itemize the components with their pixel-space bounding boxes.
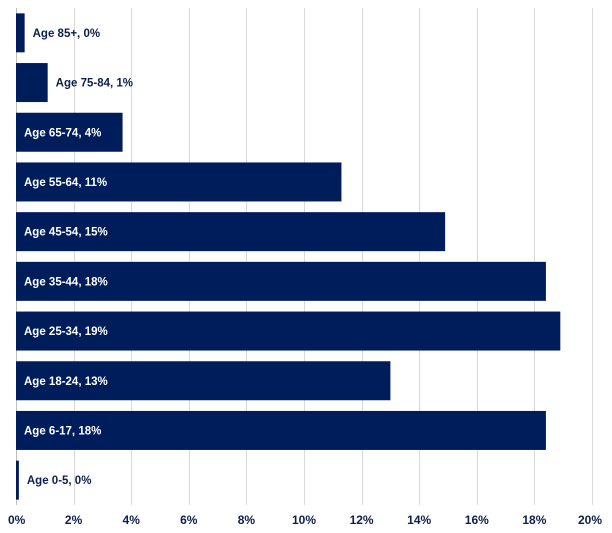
bar-age-6-17 bbox=[16, 410, 546, 450]
bar-data-label: Age 6-17, 18% bbox=[24, 425, 101, 437]
bar-age-18-24 bbox=[16, 361, 391, 401]
x-tick-label: 10% bbox=[292, 513, 316, 527]
bar-age-45-54 bbox=[16, 212, 446, 252]
x-tick-label: 18% bbox=[522, 513, 546, 527]
x-tick-label: 4% bbox=[123, 513, 141, 527]
bar-data-label: Age 18-24, 13% bbox=[24, 376, 108, 388]
bar-age-55-64 bbox=[16, 162, 342, 202]
x-tick-label: 16% bbox=[465, 513, 489, 527]
bar-data-label: Age 35-44, 18% bbox=[24, 276, 108, 288]
x-axis-ticks: 0% 2% 4% 6% 8% 10% 12% 14% 16% 18% 20% bbox=[8, 513, 602, 527]
bar-data-label: Age 45-54, 15% bbox=[24, 227, 108, 239]
x-tick-label: 20% bbox=[578, 513, 602, 527]
bars bbox=[16, 13, 561, 500]
x-tick-label: 14% bbox=[407, 513, 431, 527]
x-tick-label: 2% bbox=[65, 513, 83, 527]
x-tick-label: 8% bbox=[238, 513, 256, 527]
bar-age-0-5 bbox=[16, 460, 19, 500]
bar-data-label: Age 65-74, 4% bbox=[24, 127, 101, 139]
bar-age-25-34 bbox=[16, 311, 561, 351]
bar-data-labels: Age 85+, 0% Age 75-84, 1% Age 65-74, 4% Age… bbox=[24, 28, 133, 487]
bar-age-85- bbox=[16, 13, 25, 53]
bar-data-label: Age 55-64, 11% bbox=[24, 177, 107, 189]
bar-age-35-44 bbox=[16, 261, 546, 301]
bar-age-65-74 bbox=[16, 112, 123, 152]
bar-data-label: Age 25-34, 19% bbox=[24, 326, 108, 338]
bar-data-label: Age 75-84, 1% bbox=[56, 78, 133, 90]
bar-age-75-84 bbox=[16, 63, 48, 103]
bar-data-label: Age 0-5, 0% bbox=[27, 475, 92, 487]
x-tick-label: 6% bbox=[180, 513, 198, 527]
x-tick-label: 0% bbox=[8, 513, 26, 527]
x-tick-label: 12% bbox=[350, 513, 374, 527]
bar-data-label: Age 85+, 0% bbox=[33, 28, 100, 40]
